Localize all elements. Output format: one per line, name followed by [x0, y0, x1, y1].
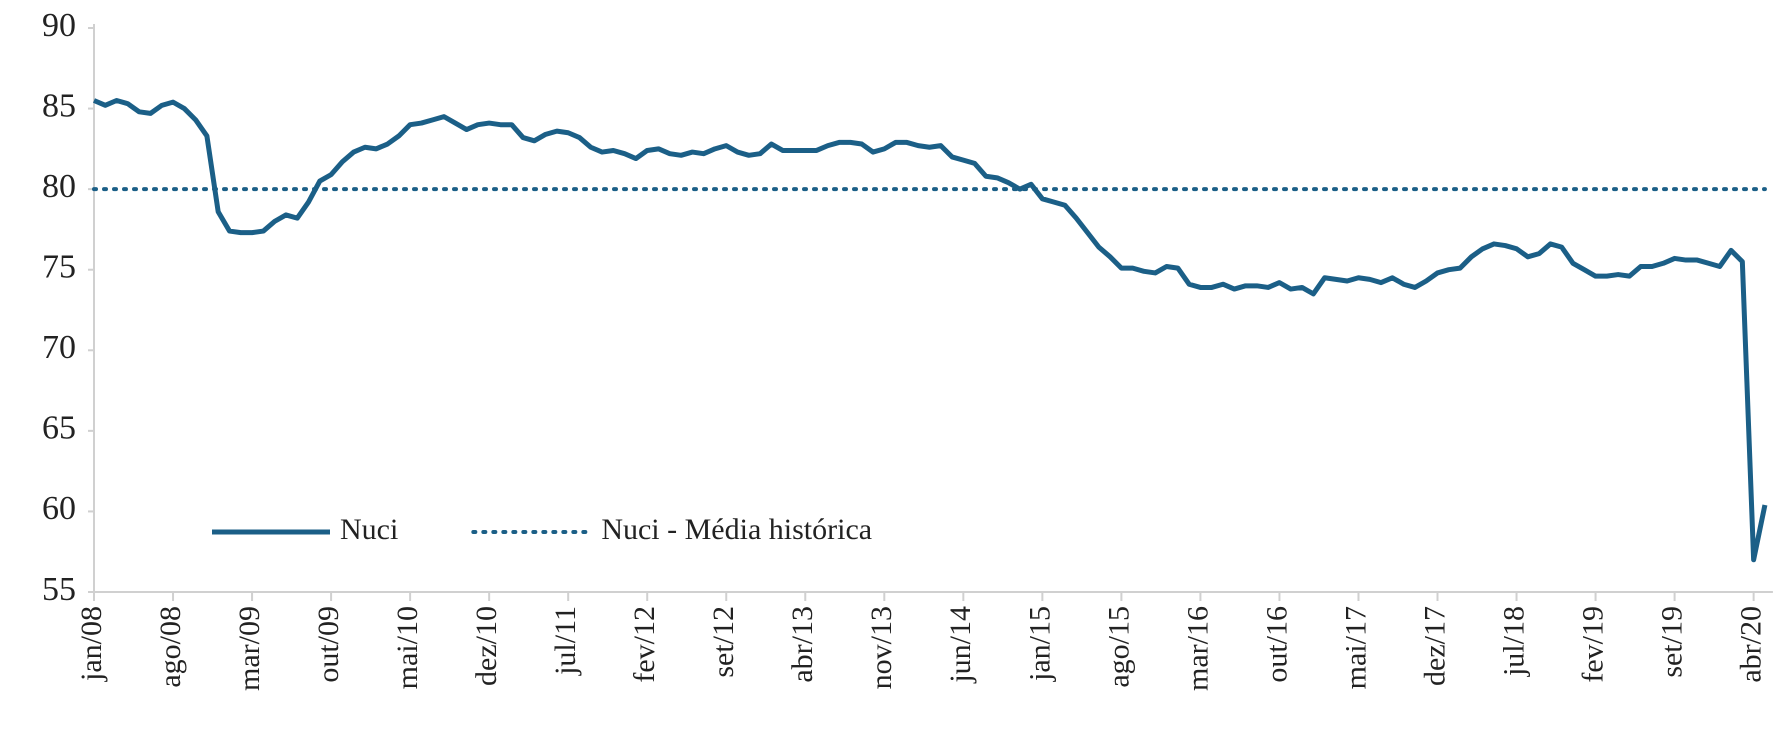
y-tick-label: 80 — [42, 168, 76, 205]
x-tick-label: set/12 — [707, 606, 740, 678]
x-tick-label: jun/14 — [944, 606, 977, 684]
legend: Nuci Nuci - Média histórica — [212, 513, 872, 546]
x-tick-label: out/09 — [312, 606, 345, 683]
x-tick-label: fev/12 — [628, 606, 661, 683]
y-tick-label: 60 — [42, 490, 76, 527]
legend-label: Nuci — [340, 513, 398, 546]
y-tick-label: 65 — [42, 410, 76, 447]
x-tick-label: fev/19 — [1576, 606, 1609, 683]
x-tick-label: jan/15 — [1023, 606, 1056, 682]
x-tick-label: dez/17 — [1418, 606, 1451, 686]
x-tick-label: set/19 — [1655, 606, 1688, 678]
y-tick-label: 90 — [42, 7, 76, 44]
x-tick-label: mai/10 — [391, 606, 424, 689]
x-tick-label: abr/13 — [786, 606, 819, 683]
legend-label: Nuci - Média histórica — [601, 513, 872, 546]
x-tick-label: mar/16 — [1181, 606, 1214, 691]
x-tick-label: ago/15 — [1102, 606, 1135, 688]
x-tick-label: mar/09 — [233, 606, 266, 691]
y-tick-label: 75 — [42, 249, 76, 286]
x-tick-label: ago/08 — [154, 606, 187, 688]
x-tick-label: jul/18 — [1497, 606, 1530, 677]
x-tick-label: mai/17 — [1339, 606, 1372, 689]
series-line — [93, 98, 1768, 563]
y-tick-label: 55 — [42, 571, 76, 608]
x-tick-label: out/16 — [1260, 606, 1293, 683]
x-tick-label: nov/13 — [865, 606, 898, 689]
x-tick-label: abr/20 — [1735, 606, 1768, 683]
y-tick-label: 70 — [42, 329, 76, 366]
x-tick-label: jan/08 — [75, 606, 108, 682]
x-tick-label: dez/10 — [470, 606, 503, 686]
x-tick-label: jul/11 — [549, 606, 582, 676]
y-tick-label: 85 — [42, 87, 76, 124]
